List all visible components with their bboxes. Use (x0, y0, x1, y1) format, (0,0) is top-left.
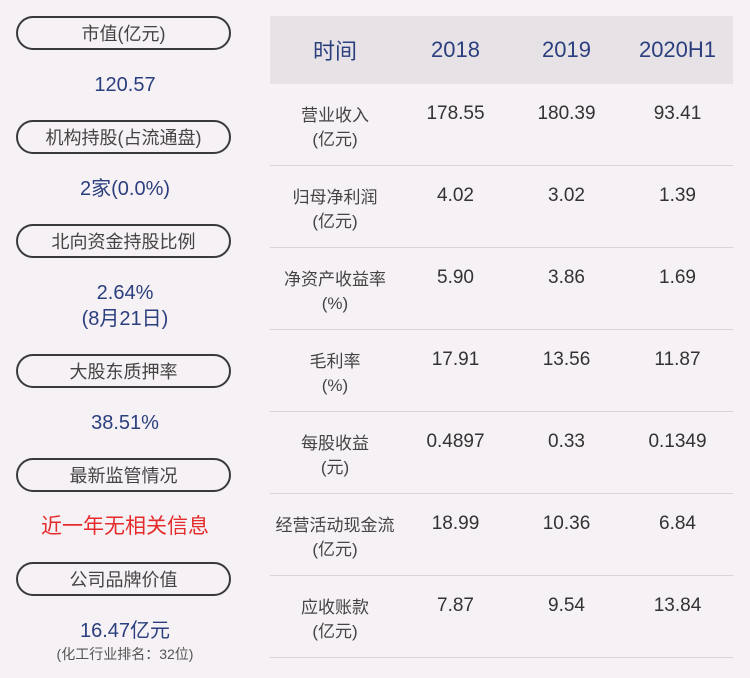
brand-value-value: 16.47亿元 (0, 618, 250, 644)
table-cell: 0.1349 (648, 431, 707, 452)
row-label-unit: (亿元) (312, 212, 358, 231)
pledge-ratio-label: 大股东质押率 (16, 354, 231, 388)
row-label-unit: (元) (320, 458, 350, 477)
header-2018: 2018 (431, 37, 480, 62)
table-row: 应收账款 (亿元) 7.87 9.54 13.84 (270, 576, 733, 658)
table-cell: 3.86 (548, 267, 585, 288)
northbound-ratio-line: 2.64% (96, 282, 154, 304)
northbound-ratio-label: 北向资金持股比例 (16, 224, 231, 258)
table-row: 毛利率 (%) 17.91 13.56 11.87 (270, 330, 733, 412)
regulatory-status-label: 最新监管情况 (16, 458, 231, 492)
row-label-main: 归母净利润 (292, 188, 378, 207)
brand-value-label: 公司品牌价值 (16, 562, 231, 596)
row-label-main: 应收账款 (301, 598, 369, 617)
row-label: 净资产收益率 (%) (270, 248, 400, 329)
table-row: 营业收入 (亿元) 178.55 180.39 93.41 (270, 84, 733, 166)
northbound-date-line: (8月21日) (81, 308, 169, 330)
table-cell: 13.56 (542, 349, 591, 370)
row-label: 归母净利润 (亿元) (270, 166, 400, 247)
table-cell: 13.84 (653, 595, 702, 616)
northbound-ratio-value: 2.64% (8月21日) (0, 280, 250, 332)
header-2020h1: 2020H1 (638, 37, 717, 62)
financial-table: 时间 2018 2019 2020H1 营业收入 (亿元) 178.55 180… (270, 16, 733, 658)
market-cap-label: 市值(亿元) (16, 16, 231, 50)
row-label-unit: (%) (321, 376, 349, 395)
table-cell: 6.84 (659, 513, 696, 534)
row-label: 毛利率 (%) (270, 330, 400, 411)
regulatory-status-line: 近一年无相关信息 (41, 515, 209, 538)
institution-holding-value: 2家(0.0%) (0, 176, 250, 202)
table-row: 归母净利润 (亿元) 4.02 3.02 1.39 (270, 166, 733, 248)
table-cell: 4.02 (437, 185, 474, 206)
row-label-main: 每股收益 (301, 434, 369, 453)
row-label-main: 经营活动现金流 (275, 516, 395, 535)
table-cell: 0.4897 (426, 431, 485, 452)
market-cap-value-line: 120.57 (94, 74, 156, 96)
institution-holding-value-line: 2家(0.0%) (79, 178, 171, 200)
table-row: 每股收益 (元) 0.4897 0.33 0.1349 (270, 412, 733, 494)
table-cell: 178.55 (426, 103, 485, 124)
table-cell: 10.36 (542, 513, 591, 534)
header-time: 时间 (312, 39, 357, 64)
brand-rank-note: (化工行业排名：32位) (56, 646, 194, 662)
table-cell: 17.91 (431, 349, 480, 370)
row-label-main: 毛利率 (309, 352, 361, 371)
row-label: 每股收益 (元) (270, 412, 400, 493)
row-label-main: 净资产收益率 (284, 270, 386, 289)
table-cell: 5.90 (437, 267, 474, 288)
row-label-unit: (亿元) (312, 622, 358, 641)
pledge-ratio-value: 38.51% (0, 410, 250, 436)
row-label: 经营活动现金流 (亿元) (270, 494, 400, 575)
left-panel: 市值(亿元) 120.57 机构持股(占流通盘) 2家(0.0%) 北向资金持股… (0, 0, 250, 678)
table-row: 净资产收益率 (%) 5.90 3.86 1.69 (270, 248, 733, 330)
row-label-main: 营业收入 (301, 106, 369, 125)
table-cell: 1.69 (659, 267, 696, 288)
table-cell: 180.39 (537, 103, 596, 124)
pledge-ratio-line: 38.51% (91, 412, 159, 434)
row-label: 应收账款 (亿元) (270, 576, 400, 657)
row-label-unit: (亿元) (312, 130, 358, 149)
table-cell: 0.33 (548, 431, 585, 452)
table-cell: 7.87 (437, 595, 474, 616)
brand-value-line: 16.47亿元 (79, 620, 171, 642)
table-header: 时间 2018 2019 2020H1 (270, 16, 733, 84)
institution-holding-label: 机构持股(占流通盘) (16, 120, 231, 154)
row-label-unit: (亿元) (312, 540, 358, 559)
table-cell: 93.41 (653, 103, 702, 124)
row-label-unit: (%) (321, 294, 349, 313)
table-cell: 11.87 (654, 349, 701, 370)
table-cell: 1.39 (659, 185, 696, 206)
table-cell: 9.54 (548, 595, 585, 616)
header-2019: 2019 (542, 37, 591, 62)
table-row: 经营活动现金流 (亿元) 18.99 10.36 6.84 (270, 494, 733, 576)
regulatory-status-value: 近一年无相关信息 (0, 514, 250, 540)
row-label: 营业收入 (亿元) (270, 84, 400, 165)
market-cap-value: 120.57 (0, 72, 250, 98)
table-cell: 3.02 (548, 185, 585, 206)
table-cell: 18.99 (431, 513, 480, 534)
